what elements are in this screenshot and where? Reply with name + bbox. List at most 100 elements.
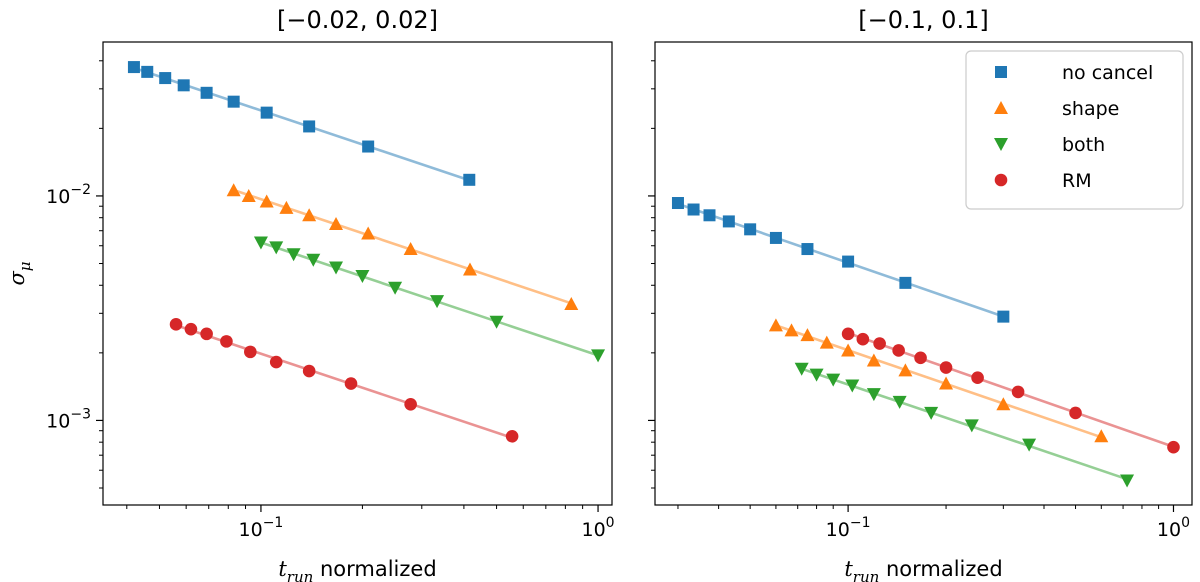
data-point-both: [286, 248, 301, 262]
data-point-rm: [269, 355, 283, 369]
data-point-no-cancel: [200, 86, 213, 99]
data-point-shape: [1094, 429, 1109, 443]
data-point-shape: [768, 318, 783, 332]
data-point-no-cancel: [127, 61, 140, 74]
data-point-both: [591, 349, 606, 363]
legend: no cancel shape both RM: [965, 50, 1184, 210]
legend-marker-rm: [994, 173, 1008, 187]
data-point-shape: [403, 242, 418, 256]
chart-title: [−0.1, 0.1]: [858, 6, 988, 34]
legend-marker-shape: [994, 101, 1008, 114]
chart-panel-1: [−0.02, 0.02] 10−1 100 10−3 10−2 trun normali…: [5, 6, 615, 582]
y-tick-label: 10−3: [46, 406, 91, 432]
data-point-shape: [329, 216, 344, 230]
data-point-both: [845, 379, 860, 393]
data-point-rm: [169, 318, 183, 331]
y-axis-label: σμ: [5, 261, 34, 285]
data-point-no-cancel: [899, 276, 912, 289]
legend-marker-no-cancel: [995, 66, 1007, 78]
data-point-no-cancel: [671, 197, 684, 210]
y-tick-label: 10−2: [46, 182, 91, 208]
x-tick-label: 100: [1157, 515, 1190, 541]
data-point-both: [388, 281, 403, 295]
data-point-both: [809, 368, 824, 382]
data-point-no-cancel: [769, 231, 782, 244]
data-point-shape: [939, 376, 954, 390]
plot-frame: [654, 41, 1193, 506]
chart-title: [−0.02, 0.02]: [277, 6, 438, 34]
data-point-rm: [841, 327, 855, 341]
data-point-both: [269, 241, 284, 255]
data-point-no-cancel: [463, 173, 476, 186]
data-point-no-cancel: [842, 255, 855, 268]
data-point-no-cancel: [159, 72, 172, 85]
data-point-both: [1022, 438, 1037, 452]
data-point-shape: [361, 226, 376, 240]
data-point-shape: [279, 200, 294, 214]
data-point-rm: [892, 344, 905, 357]
data-point-shape: [241, 188, 256, 202]
data-point-shape: [784, 323, 799, 337]
data-point-no-cancel: [303, 120, 316, 133]
legend-marker-both: [994, 138, 1008, 151]
data-point-both: [253, 236, 268, 250]
data-point-shape: [996, 397, 1011, 411]
legend-label: both: [1062, 134, 1105, 156]
data-point-both: [924, 406, 939, 420]
x-tick-label: 10−1: [239, 515, 284, 541]
data-point-no-cancel: [687, 203, 700, 216]
data-point-both: [355, 269, 370, 283]
data-point-shape: [866, 353, 881, 367]
x-tick-label: 100: [581, 515, 614, 541]
data-point-rm: [873, 337, 886, 350]
data-point-shape: [819, 335, 834, 349]
legend-label: RM: [1062, 170, 1092, 192]
data-point-shape: [841, 343, 856, 357]
data-point-rm: [505, 429, 519, 443]
data-point-both: [826, 373, 841, 387]
x-tick-label: 10−1: [826, 515, 871, 541]
data-point-both: [329, 261, 344, 275]
data-point-rm: [1011, 385, 1025, 399]
data-point-both: [430, 295, 445, 309]
data-point-no-cancel: [177, 79, 190, 92]
data-point-shape: [564, 297, 579, 311]
data-point-both: [964, 419, 979, 433]
data-point-no-cancel: [744, 223, 757, 236]
chart-panel-2: [−0.1, 0.1] 10−1 100 trun normalized no canc…: [648, 6, 1193, 582]
data-point-rm: [914, 351, 927, 365]
data-point-rm: [1167, 440, 1180, 454]
x-axis-label: trun normalized: [844, 557, 1002, 582]
data-point-rm: [220, 335, 233, 348]
fit-line-no-cancel: [133, 66, 470, 182]
data-point-no-cancel: [362, 140, 375, 153]
fit-line-both: [801, 367, 1128, 481]
data-point-both: [489, 315, 504, 329]
legend-label: shape: [1062, 98, 1119, 120]
x-axis-label: trun normalized: [278, 557, 436, 582]
data-point-no-cancel: [260, 106, 273, 119]
data-point-both: [306, 253, 321, 267]
data-point-shape: [800, 328, 815, 342]
data-point-shape: [898, 363, 913, 377]
data-point-rm: [939, 361, 953, 374]
data-point-rm: [344, 377, 358, 390]
data-point-rm: [1069, 406, 1082, 420]
plot-frame: [102, 41, 613, 506]
legend-label: no cancel: [1062, 62, 1153, 84]
data-point-rm: [302, 364, 316, 378]
data-point-rm: [200, 327, 213, 341]
data-point-no-cancel: [141, 65, 154, 78]
data-point-shape: [226, 183, 241, 197]
data-point-rm: [404, 397, 417, 411]
data-point-rm: [244, 345, 257, 359]
data-point-no-cancel: [801, 243, 814, 256]
data-point-rm: [184, 322, 198, 336]
data-point-shape: [302, 208, 317, 222]
data-point-no-cancel: [703, 209, 716, 222]
data-point-both: [1120, 474, 1135, 488]
data-point-both: [794, 362, 809, 376]
data-point-no-cancel: [722, 215, 735, 228]
data-point-both: [866, 388, 881, 402]
